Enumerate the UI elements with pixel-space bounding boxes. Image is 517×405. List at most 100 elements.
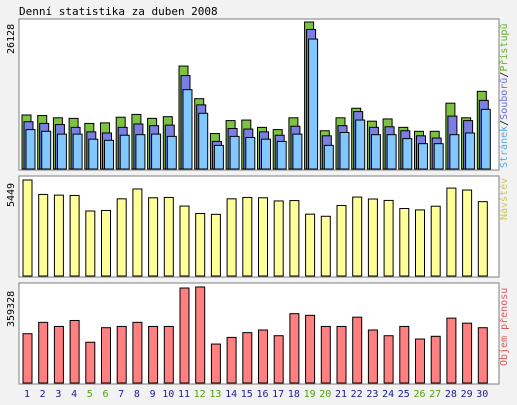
bar-visits-day-6 bbox=[101, 209, 111, 277]
day-label-16: 16 bbox=[256, 389, 269, 400]
day-label-24: 24 bbox=[382, 389, 395, 400]
bar-visits-day-11 bbox=[179, 205, 190, 277]
bar-kbytes-day-22 bbox=[352, 316, 363, 384]
bar-visits-day-18 bbox=[289, 200, 300, 277]
day-label-21: 21 bbox=[334, 389, 348, 400]
day-label-2: 2 bbox=[39, 389, 46, 400]
bar-visits-day-2 bbox=[38, 193, 49, 277]
bar-visits-day-8 bbox=[132, 188, 143, 277]
legend-kbytes: Objem přenosu bbox=[499, 287, 510, 366]
bar-visits-day-21 bbox=[336, 205, 347, 277]
day-label-9: 9 bbox=[149, 389, 156, 400]
bar-kbytes-day-16 bbox=[258, 329, 268, 384]
day-label-27: 27 bbox=[429, 389, 442, 400]
bar-pages-day-30 bbox=[480, 108, 491, 170]
day-label-4: 4 bbox=[71, 389, 78, 400]
day-label-25: 25 bbox=[397, 389, 410, 400]
bar-pages-day-5 bbox=[88, 138, 99, 170]
bar-visits-day-23 bbox=[367, 198, 378, 277]
bar-visits-day-15 bbox=[242, 196, 253, 277]
day-label-23: 23 bbox=[366, 389, 379, 400]
bar-pages-day-1 bbox=[25, 129, 36, 170]
bar-pages-day-19 bbox=[308, 38, 319, 170]
legend-files: Souborů bbox=[499, 77, 510, 120]
bar-pages-day-15 bbox=[245, 136, 256, 170]
day-label-10: 10 bbox=[162, 389, 175, 400]
day-label-30: 30 bbox=[476, 389, 489, 400]
bar-kbytes-day-2 bbox=[38, 321, 49, 384]
day-label-12: 12 bbox=[193, 389, 206, 400]
bar-kbytes-day-13 bbox=[210, 343, 221, 384]
bar-kbytes-day-1 bbox=[22, 333, 33, 384]
hits-ymax-label: 26128 bbox=[6, 23, 17, 54]
bar-visits-day-22 bbox=[352, 196, 363, 277]
bar-pages-day-10 bbox=[166, 135, 177, 170]
bar-kbytes-day-17 bbox=[273, 335, 284, 384]
day-label-13: 13 bbox=[209, 389, 222, 400]
day-label-14: 14 bbox=[225, 389, 238, 400]
bar-kbytes-day-18 bbox=[289, 313, 300, 384]
chart-title: Denní statistika za duben 2008 bbox=[19, 5, 218, 18]
bar-visits-day-5 bbox=[85, 210, 96, 277]
legend-hits: Přístupů bbox=[499, 23, 510, 72]
bar-kbytes-day-9 bbox=[148, 325, 159, 384]
bar-visits-day-4 bbox=[69, 194, 80, 277]
legend-hits-files-pages: Stránek/Souborů/Přístupů bbox=[499, 23, 510, 168]
bar-kbytes-day-10 bbox=[163, 325, 174, 384]
bar-kbytes-day-21 bbox=[336, 325, 347, 384]
bar-visits-day-26 bbox=[415, 209, 425, 277]
bar-pages-day-27 bbox=[433, 143, 444, 170]
kbytes-ymax-label: 359328 bbox=[6, 290, 17, 327]
legend-pages: Stránek bbox=[499, 125, 510, 168]
bar-kbytes-day-14 bbox=[226, 336, 237, 384]
bar-visits-day-24 bbox=[383, 199, 394, 277]
bar-visits-day-1 bbox=[22, 179, 33, 277]
bar-pages-day-26 bbox=[418, 143, 428, 170]
bar-pages-day-21 bbox=[339, 131, 350, 170]
day-label-22: 22 bbox=[350, 389, 363, 400]
bar-kbytes-day-15 bbox=[242, 332, 253, 384]
legend-separator-2: / bbox=[499, 71, 510, 78]
bar-visits-day-27 bbox=[430, 205, 441, 277]
bar-pages-day-23 bbox=[370, 134, 381, 170]
day-label-15: 15 bbox=[240, 389, 253, 400]
day-label-7: 7 bbox=[118, 389, 125, 400]
bar-pages-day-7 bbox=[119, 134, 130, 170]
bar-pages-day-14 bbox=[229, 135, 240, 170]
bar-pages-day-8 bbox=[135, 134, 146, 170]
bar-visits-day-7 bbox=[116, 198, 127, 277]
visits-ymax-label: 5449 bbox=[6, 182, 17, 207]
bar-kbytes-day-12 bbox=[195, 286, 206, 384]
day-label-8: 8 bbox=[133, 389, 140, 400]
bar-pages-day-12 bbox=[198, 112, 209, 170]
bar-visits-day-28 bbox=[446, 187, 457, 277]
bar-pages-day-25 bbox=[402, 138, 413, 170]
bar-pages-day-28 bbox=[449, 134, 460, 170]
day-label-18: 18 bbox=[287, 389, 300, 400]
bar-visits-day-29 bbox=[462, 189, 473, 277]
bar-pages-day-24 bbox=[386, 134, 397, 170]
bar-kbytes-day-7 bbox=[116, 325, 127, 384]
day-label-6: 6 bbox=[102, 389, 109, 400]
bar-pages-day-13 bbox=[213, 144, 224, 170]
bar-pages-day-11 bbox=[182, 89, 193, 170]
bar-kbytes-day-27 bbox=[430, 335, 441, 384]
bar-kbytes-day-8 bbox=[132, 321, 143, 384]
bar-visits-day-25 bbox=[399, 208, 410, 277]
bar-pages-day-29 bbox=[465, 132, 476, 170]
bar-kbytes-day-25 bbox=[399, 325, 410, 384]
bar-kbytes-day-6 bbox=[101, 327, 111, 384]
day-label-20: 20 bbox=[319, 389, 332, 400]
bar-kbytes-day-3 bbox=[53, 325, 64, 384]
bar-pages-day-3 bbox=[56, 133, 67, 170]
bar-visits-day-20 bbox=[320, 215, 331, 277]
day-label-17: 17 bbox=[272, 389, 285, 400]
bar-pages-day-2 bbox=[41, 130, 52, 170]
bar-kbytes-day-19 bbox=[305, 314, 316, 384]
day-label-1: 1 bbox=[23, 389, 31, 400]
bar-pages-day-22 bbox=[355, 119, 366, 170]
day-label-28: 28 bbox=[444, 389, 457, 400]
day-label-11: 11 bbox=[177, 389, 191, 400]
day-label-26: 26 bbox=[413, 389, 426, 400]
